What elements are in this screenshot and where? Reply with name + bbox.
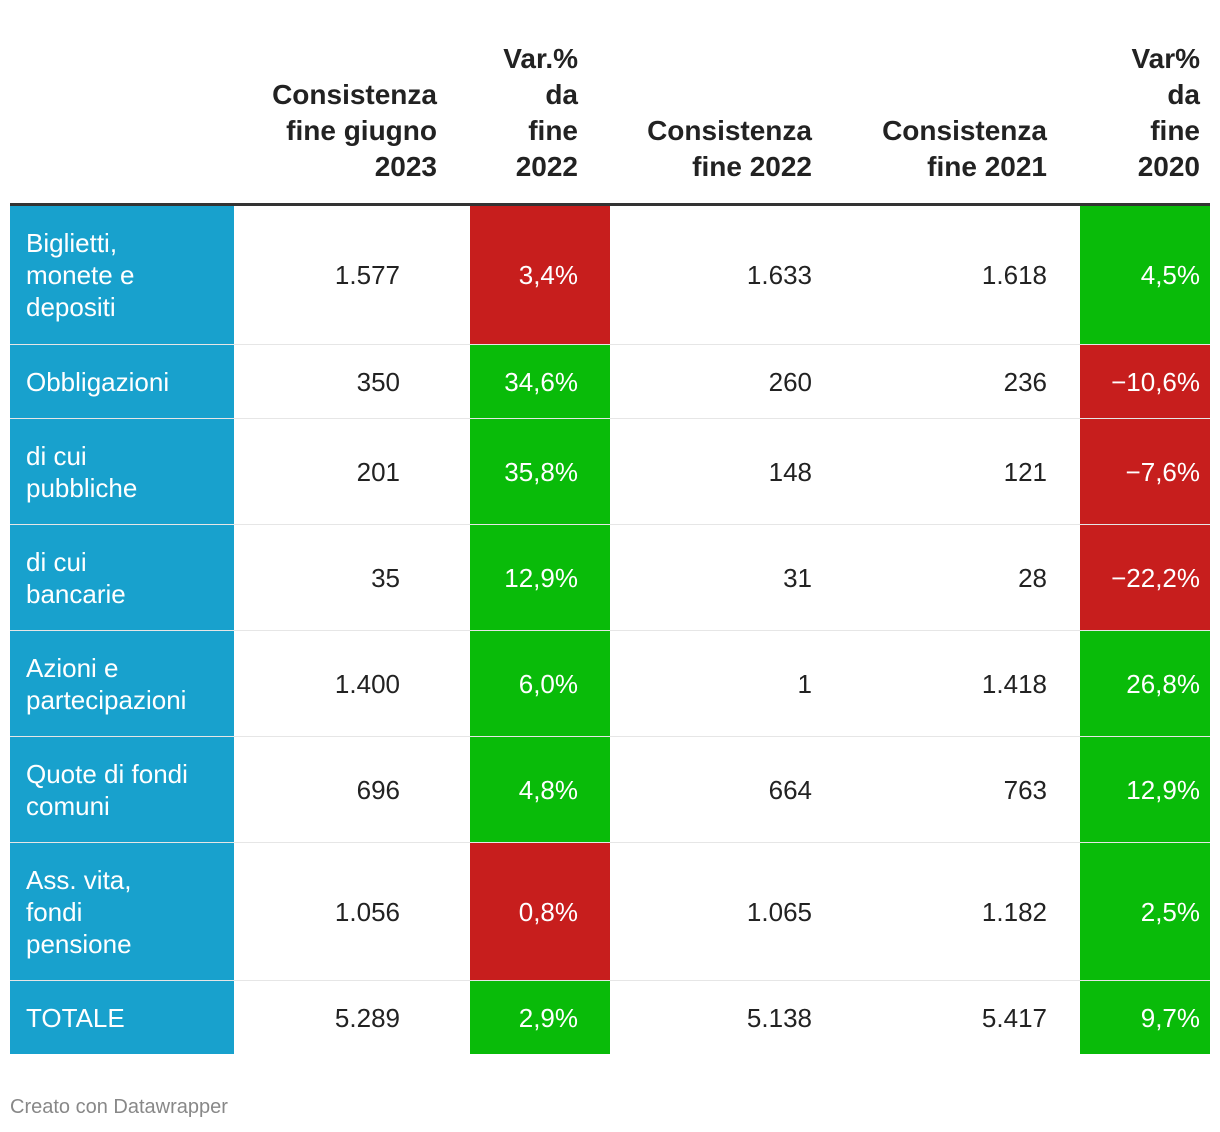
table-row: di cui bancarie 35 12,9% 31 28 −22,2% <box>10 525 1210 631</box>
row-label: di cui bancarie <box>10 525 234 630</box>
row-label: Quote di fondi comuni <box>10 737 234 842</box>
cell-consistenza-2022: 31 <box>783 562 812 593</box>
cell-var-2022: 12,9% <box>470 525 610 630</box>
cell-var-2022: 2,9% <box>470 981 610 1054</box>
cell-consistenza-giugno-2023: 1.400 <box>334 668 400 699</box>
cell-var-2020: 4,5% <box>1080 206 1210 344</box>
row-label: Ass. vita, fondi pensione <box>10 843 234 980</box>
cell-consistenza-giugno-2023: 5.289 <box>334 1002 400 1033</box>
row-label: TOTALE <box>10 981 234 1054</box>
row-label: di cui pubbliche <box>10 419 234 524</box>
cell-consistenza-giugno-2023: 1.577 <box>334 260 400 290</box>
cell-var-2020: −22,2% <box>1080 525 1210 630</box>
table-row: Ass. vita, fondi pensione 1.056 0,8% 1.0… <box>10 843 1210 981</box>
cell-var-2020: 2,5% <box>1080 843 1210 980</box>
cell-var-2020: −7,6% <box>1080 419 1210 524</box>
cell-var-2022: 3,4% <box>470 206 610 344</box>
cell-consistenza-2022: 5.138 <box>746 1002 812 1033</box>
cell-var-2020: 26,8% <box>1080 631 1210 736</box>
cell-var-2020: 12,9% <box>1080 737 1210 842</box>
data-table: Consistenza fine giugno 2023 Var.% da fi… <box>10 0 1210 1054</box>
cell-var-2022: 35,8% <box>470 419 610 524</box>
cell-consistenza-giugno-2023: 1.056 <box>334 896 400 927</box>
header-var-da-fine-2020: Var% da fine 2020 <box>1131 43 1201 182</box>
cell-consistenza-2022: 1.065 <box>746 896 812 927</box>
cell-consistenza-giugno-2023: 696 <box>356 774 400 805</box>
cell-var-2022: 6,0% <box>470 631 610 736</box>
table-header: Consistenza fine giugno 2023 Var.% da fi… <box>10 0 1210 206</box>
row-label: Azioni e partecipazioni <box>10 631 234 736</box>
cell-consistenza-2022: 1 <box>797 668 812 699</box>
cell-consistenza-2022: 1.633 <box>746 260 812 290</box>
cell-var-2020: 9,7% <box>1080 981 1210 1054</box>
cell-consistenza-giugno-2023: 350 <box>356 366 400 397</box>
cell-consistenza-2021: 1.418 <box>981 668 1047 699</box>
table-row: Obbligazioni 350 34,6% 260 236 −10,6% <box>10 345 1210 419</box>
row-label: Obbligazioni <box>10 345 234 418</box>
cell-consistenza-2021: 121 <box>1003 456 1047 487</box>
cell-consistenza-giugno-2023: 201 <box>356 456 400 487</box>
cell-consistenza-2021: 763 <box>1003 774 1047 805</box>
cell-var-2022: 0,8% <box>470 843 610 980</box>
header-consistenza-fine-2022: Consistenza fine 2022 <box>647 115 812 182</box>
cell-consistenza-2022: 260 <box>768 366 812 397</box>
table-row: TOTALE 5.289 2,9% 5.138 5.417 9,7% <box>10 981 1210 1054</box>
header-var-da-fine-2022: Var.% da fine 2022 <box>503 43 578 182</box>
table-row: Azioni e partecipazioni 1.400 6,0% 1 1.4… <box>10 631 1210 737</box>
table-row: Biglietti, monete e depositi 1.577 3,4% … <box>10 206 1210 345</box>
row-label: Biglietti, monete e depositi <box>10 206 234 344</box>
cell-consistenza-2022: 664 <box>768 774 812 805</box>
cell-consistenza-2021: 1.182 <box>981 896 1047 927</box>
header-consistenza-giugno-2023: Consistenza fine giugno 2023 <box>272 79 437 182</box>
cell-consistenza-2021: 28 <box>1018 562 1047 593</box>
cell-consistenza-2022: 148 <box>768 456 812 487</box>
cell-var-2020: −10,6% <box>1080 345 1210 418</box>
cell-consistenza-2021: 236 <box>1003 366 1047 397</box>
header-consistenza-fine-2021: Consistenza fine 2021 <box>882 115 1047 182</box>
cell-consistenza-giugno-2023: 35 <box>371 562 400 593</box>
cell-var-2022: 4,8% <box>470 737 610 842</box>
table-row: Quote di fondi comuni 696 4,8% 664 763 1… <box>10 737 1210 843</box>
table-row: di cui pubbliche 201 35,8% 148 121 −7,6% <box>10 419 1210 525</box>
cell-consistenza-2021: 5.417 <box>981 1002 1047 1033</box>
cell-var-2022: 34,6% <box>470 345 610 418</box>
cell-consistenza-2021: 1.618 <box>981 260 1047 290</box>
datawrapper-credit: Creato con Datawrapper <box>10 1096 228 1118</box>
